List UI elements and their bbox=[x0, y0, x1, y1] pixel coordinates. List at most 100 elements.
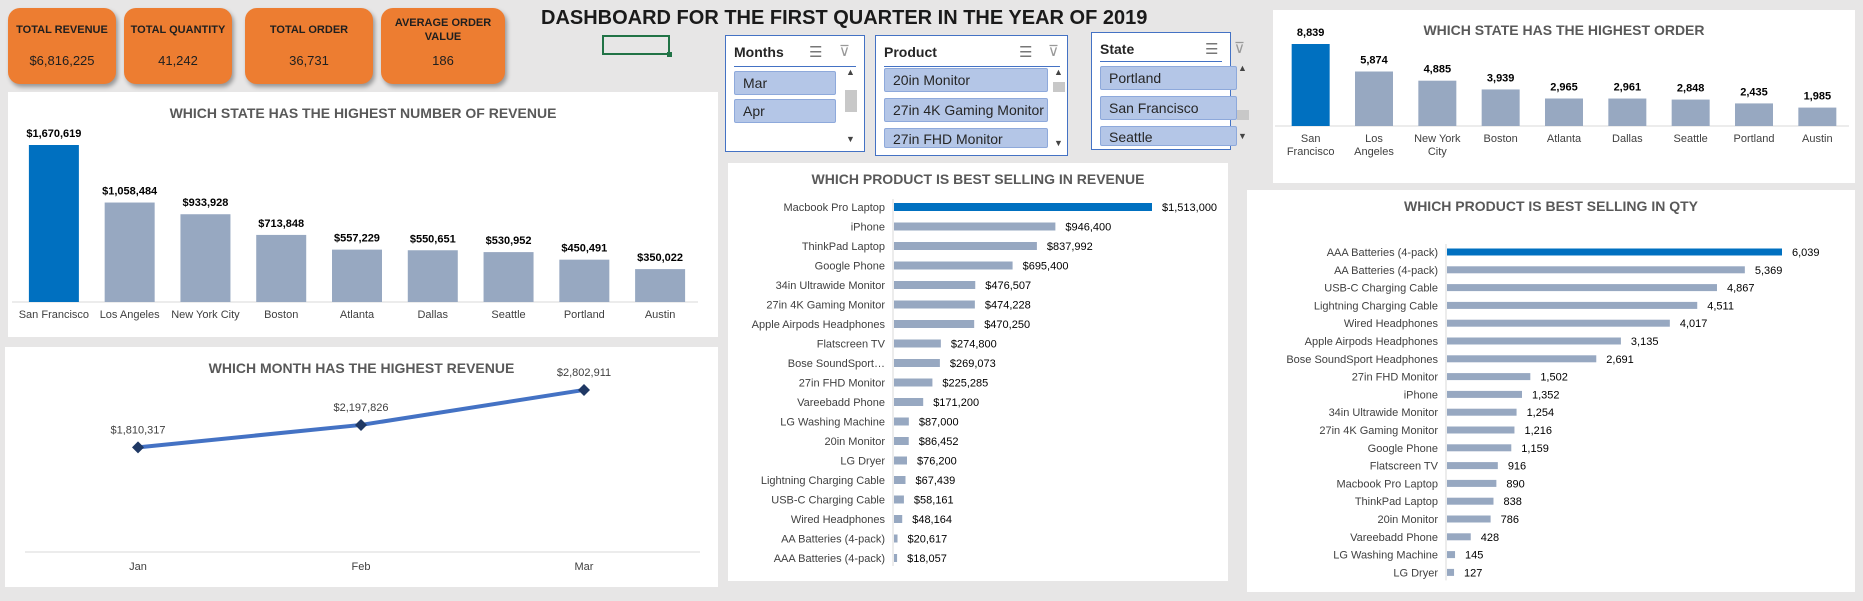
kpi-label: TOTAL REVENUE bbox=[16, 24, 108, 36]
data-label: 4,017 bbox=[1680, 318, 1708, 330]
category-label: New York City bbox=[171, 309, 240, 321]
category-label: AAA Batteries (4-pack) bbox=[1327, 247, 1438, 259]
slicer-item[interactable]: Mar bbox=[734, 71, 836, 95]
scroll-up-icon[interactable]: ▲ bbox=[1054, 67, 1063, 77]
chart-orders-by-state: WHICH STATE HAS THE HIGHEST ORDER 8,839 S… bbox=[1273, 10, 1855, 183]
bar bbox=[1447, 373, 1531, 381]
multi-select-icon[interactable]: ☰ bbox=[1205, 41, 1219, 58]
category-label: Austin bbox=[645, 309, 676, 321]
data-label: $76,200 bbox=[917, 456, 957, 468]
category-label: Atlanta bbox=[1547, 133, 1582, 145]
scroll-thumb[interactable] bbox=[1237, 110, 1249, 120]
category-label: Los Angeles bbox=[100, 309, 160, 321]
slicer-item[interactable]: 27in 4K Gaming Monitor bbox=[884, 98, 1048, 122]
category-label: Lightning Charging Cable bbox=[1314, 300, 1438, 312]
bar bbox=[1447, 479, 1497, 487]
category-label: Macbook Pro Laptop bbox=[1336, 478, 1438, 490]
scrollbar-state[interactable]: ▲ ▼ bbox=[1235, 62, 1251, 142]
scroll-up-icon[interactable]: ▲ bbox=[1238, 63, 1247, 73]
data-label: $58,161 bbox=[914, 495, 954, 507]
slicer-item[interactable]: Portland bbox=[1100, 66, 1237, 90]
scrollbar[interactable]: ▲ ▼ bbox=[1051, 66, 1067, 149]
data-label: $2,197,826 bbox=[333, 402, 388, 414]
category-label: Los bbox=[1365, 133, 1383, 145]
category-label: AA Batteries (4-pack) bbox=[1334, 265, 1438, 277]
data-label: $274,800 bbox=[951, 339, 997, 351]
kpi-label: TOTAL ORDER bbox=[269, 24, 349, 36]
slicer-months[interactable]: Months ☰ ⊽ Mar Apr ▲ ▼ bbox=[725, 35, 865, 152]
data-label: $695,400 bbox=[1023, 261, 1069, 273]
category-label: Seattle bbox=[1674, 133, 1708, 145]
chart-product-revenue: WHICH PRODUCT IS BEST SELLING IN REVENUE… bbox=[728, 163, 1228, 581]
bar bbox=[894, 515, 903, 523]
selected-cell[interactable] bbox=[602, 35, 672, 57]
data-label: $476,507 bbox=[985, 280, 1031, 292]
scrollbar[interactable]: ▲ ▼ bbox=[843, 66, 859, 145]
data-label: 3,135 bbox=[1631, 336, 1659, 348]
multi-select-icon[interactable]: ☰ bbox=[1019, 44, 1033, 61]
scroll-down-icon[interactable]: ▼ bbox=[1054, 138, 1063, 148]
bar bbox=[635, 269, 686, 302]
data-label: 3,939 bbox=[1487, 72, 1515, 84]
data-label: 1,159 bbox=[1521, 443, 1549, 455]
kpi-total-revenue: TOTAL REVENUE $6,816,225 bbox=[8, 8, 116, 84]
chart-svg: $1,670,619 San Francisco $1,058,484 Los Ang… bbox=[12, 128, 698, 321]
category-label: USB-C Charging Cable bbox=[771, 495, 885, 507]
kpi-value: 36,731 bbox=[289, 53, 329, 68]
kpi-total-order: TOTAL ORDER 36,731 bbox=[245, 8, 373, 84]
category-label: 27in 4K Gaming Monitor bbox=[766, 300, 885, 312]
data-label: 1,254 bbox=[1527, 407, 1555, 419]
bar bbox=[1447, 355, 1597, 363]
data-point bbox=[355, 418, 367, 431]
scroll-up-icon[interactable]: ▲ bbox=[846, 67, 855, 77]
category-label: Apple Airpods Headphones bbox=[752, 319, 886, 331]
bar bbox=[894, 203, 1152, 211]
kpi-average-order-value: AVERAGE ORDER VALUE 186 bbox=[381, 8, 505, 84]
data-point bbox=[132, 441, 144, 454]
scroll-thumb[interactable] bbox=[845, 90, 857, 112]
slicer-item[interactable]: San Francisco bbox=[1100, 96, 1237, 120]
category-label: Mar bbox=[575, 561, 594, 573]
data-label: $450,491 bbox=[561, 243, 607, 255]
category-label: 20in Monitor bbox=[824, 436, 885, 448]
category-label: Feb bbox=[352, 561, 371, 573]
bar bbox=[894, 378, 933, 387]
bar bbox=[894, 437, 909, 445]
data-label: 145 bbox=[1465, 550, 1483, 562]
bar bbox=[1355, 71, 1393, 126]
bar bbox=[894, 320, 975, 328]
bar bbox=[407, 250, 458, 302]
scroll-down-icon[interactable]: ▼ bbox=[846, 134, 855, 144]
clear-filter-icon[interactable]: ⊽ bbox=[839, 43, 850, 60]
scroll-thumb[interactable] bbox=[1053, 82, 1065, 92]
clear-filter-icon[interactable]: ⊽ bbox=[1048, 43, 1059, 60]
series-line bbox=[137, 387, 585, 450]
slicer-item[interactable]: 20in Monitor bbox=[884, 68, 1048, 92]
bar bbox=[894, 554, 898, 562]
category-label: 27in FHD Monitor bbox=[1352, 372, 1439, 384]
clear-filter-icon[interactable]: ⊽ bbox=[1234, 40, 1245, 57]
data-label: $86,452 bbox=[919, 436, 959, 448]
data-label: $225,285 bbox=[942, 378, 988, 390]
bar bbox=[894, 495, 904, 504]
slicer-product[interactable]: Product ☰ ⊽ 20in Monitor 27in 4K Gaming … bbox=[875, 35, 1068, 156]
multi-select-icon[interactable]: ☰ bbox=[809, 44, 823, 61]
slicer-item[interactable]: Seattle bbox=[1100, 126, 1237, 146]
slicer-item[interactable]: 27in FHD Monitor bbox=[884, 128, 1048, 148]
chart-revenue-by-month: WHICH MONTH HAS THE HIGHEST REVENUE $1,8… bbox=[5, 347, 718, 587]
data-label: 2,691 bbox=[1606, 354, 1634, 366]
data-label: 1,216 bbox=[1524, 425, 1552, 437]
kpi-total-quantity: TOTAL QUANTITY 41,242 bbox=[124, 8, 232, 84]
data-label: 916 bbox=[1508, 461, 1526, 473]
data-label: $557,229 bbox=[334, 233, 380, 245]
bar bbox=[894, 300, 975, 309]
chart-title: WHICH MONTH HAS THE HIGHEST REVENUE bbox=[208, 360, 515, 376]
category-label: San bbox=[1301, 133, 1321, 145]
bar bbox=[559, 259, 610, 302]
slicer-item[interactable]: Apr bbox=[734, 99, 836, 123]
scroll-down-icon[interactable]: ▼ bbox=[1238, 131, 1247, 141]
chart-title: WHICH PRODUCT IS BEST SELLING IN REVENUE bbox=[811, 171, 1145, 187]
slicer-state[interactable]: State ☰ ⊽ Portland San Francisco Seattle bbox=[1091, 32, 1245, 150]
bar bbox=[894, 476, 906, 484]
